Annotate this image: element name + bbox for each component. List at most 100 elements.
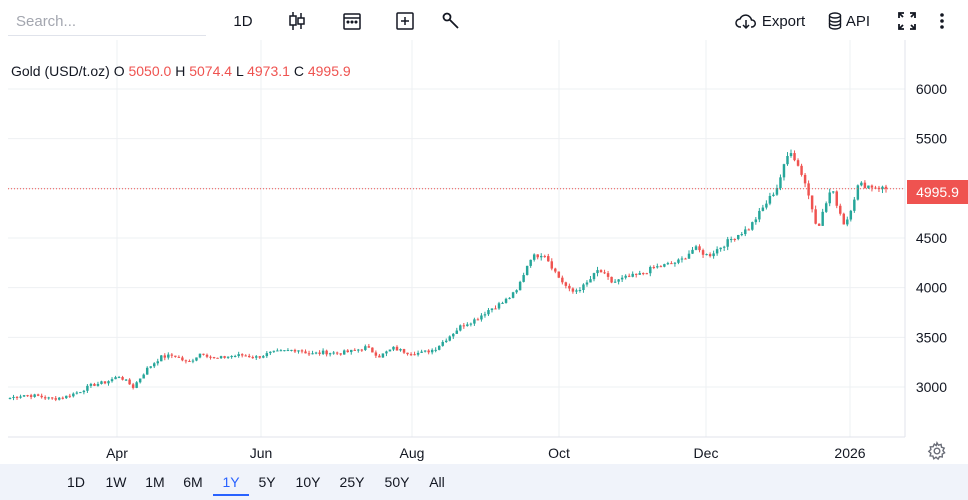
candle-body <box>198 353 202 358</box>
candle-body <box>188 360 191 362</box>
candle-body <box>786 155 789 165</box>
candle-body <box>642 273 645 275</box>
y-tick-label: 4500 <box>916 230 947 246</box>
candle-body <box>156 361 159 364</box>
export-button[interactable]: Export <box>734 8 806 34</box>
candle-body <box>729 239 733 241</box>
candle-body <box>430 349 434 353</box>
candle-body <box>803 174 807 184</box>
wrench-icon[interactable] <box>440 8 462 34</box>
candle-body <box>385 351 388 354</box>
candle-body <box>233 356 237 358</box>
candle-body <box>659 266 663 268</box>
candle-body <box>413 354 416 356</box>
legend-high-label: H <box>175 63 186 79</box>
candle-body <box>392 346 395 350</box>
candle-body <box>884 186 888 189</box>
candle-body <box>828 192 831 204</box>
legend-close-label: C <box>293 63 304 79</box>
range-25y[interactable]: 25Y <box>339 474 365 490</box>
calendar-icon[interactable] <box>341 8 363 34</box>
candle-body <box>255 356 258 358</box>
candle-body <box>290 349 293 351</box>
candle-body <box>191 360 195 362</box>
range-10y[interactable]: 10Y <box>295 474 321 490</box>
candle-body <box>557 271 561 278</box>
candle-body <box>300 350 304 352</box>
candle-body <box>853 199 856 211</box>
candle-body <box>371 347 374 353</box>
candle-body <box>240 354 244 356</box>
range-all[interactable]: All <box>429 474 445 490</box>
range-1d[interactable]: 1D <box>67 474 85 490</box>
candle-body <box>258 356 262 358</box>
candle-body <box>536 254 539 258</box>
candle-body <box>596 270 599 274</box>
candle-body <box>167 354 170 358</box>
range-1y[interactable]: 1Y <box>213 464 249 500</box>
candle-body <box>554 268 557 272</box>
candle-body <box>19 396 22 398</box>
search-input[interactable] <box>8 8 206 36</box>
candle-body <box>279 350 283 352</box>
range-1m[interactable]: 1M <box>145 474 165 490</box>
candle-body <box>33 394 36 397</box>
candle-body <box>846 219 849 225</box>
candle-body <box>54 398 57 400</box>
interval-button[interactable]: 1D <box>233 12 253 30</box>
candlestick-icon[interactable] <box>287 8 307 34</box>
candle-body <box>518 281 522 291</box>
candle-body <box>575 290 578 292</box>
candle-body <box>701 250 705 255</box>
chart-area[interactable]: 3000350040004500500055006000AprJunAugOct… <box>0 40 968 464</box>
toolbar: 1D Export API <box>0 0 968 40</box>
candle-body <box>388 349 392 352</box>
candle-body <box>638 273 641 275</box>
more-menu-icon[interactable] <box>936 8 948 34</box>
candle-body <box>325 350 328 355</box>
add-indicator-icon[interactable] <box>394 8 416 34</box>
candle-body <box>550 261 554 269</box>
price-chart[interactable]: 3000350040004500500055006000AprJunAugOct… <box>0 40 968 464</box>
candle-body <box>318 352 321 354</box>
candle-body <box>135 382 138 388</box>
candle-body <box>452 333 455 337</box>
candle-body <box>561 277 564 283</box>
range-1w[interactable]: 1W <box>105 474 127 490</box>
candle-body <box>441 341 444 346</box>
candle-body <box>874 187 877 189</box>
candle-body <box>226 356 230 358</box>
candle-body <box>606 273 610 277</box>
candle-body <box>96 383 100 386</box>
candle-body <box>722 246 726 248</box>
legend-close-value: 4995.9 <box>307 63 351 79</box>
range-6m[interactable]: 6M <box>183 474 203 490</box>
y-tick-label: 4000 <box>916 280 947 296</box>
candle-body <box>687 253 691 259</box>
legend-symbol: Gold (USD/t.oz) <box>11 63 110 79</box>
candle-body <box>219 356 223 359</box>
candle-body <box>568 285 571 289</box>
candle-body <box>649 266 652 274</box>
range-50y[interactable]: 50Y <box>384 474 410 490</box>
candle-body <box>153 363 156 367</box>
candle-body <box>209 356 212 358</box>
candle-body <box>237 354 240 357</box>
candle-body <box>592 273 596 280</box>
candle-body <box>532 254 536 260</box>
candle-body <box>620 277 624 280</box>
candle-body <box>367 346 371 348</box>
legend-low-label: L <box>235 63 244 79</box>
candle-body <box>515 290 518 293</box>
candle-body <box>170 354 174 356</box>
fullscreen-icon[interactable] <box>896 8 918 34</box>
candle-body <box>863 182 867 189</box>
api-button[interactable]: API <box>826 8 872 34</box>
range-5y[interactable]: 5Y <box>258 474 276 490</box>
candle-body <box>445 340 448 342</box>
candle-body <box>107 381 110 384</box>
candle-body <box>691 249 694 254</box>
gear-icon[interactable] <box>927 441 947 461</box>
candle-body <box>448 336 451 341</box>
candle-body <box>610 276 613 283</box>
